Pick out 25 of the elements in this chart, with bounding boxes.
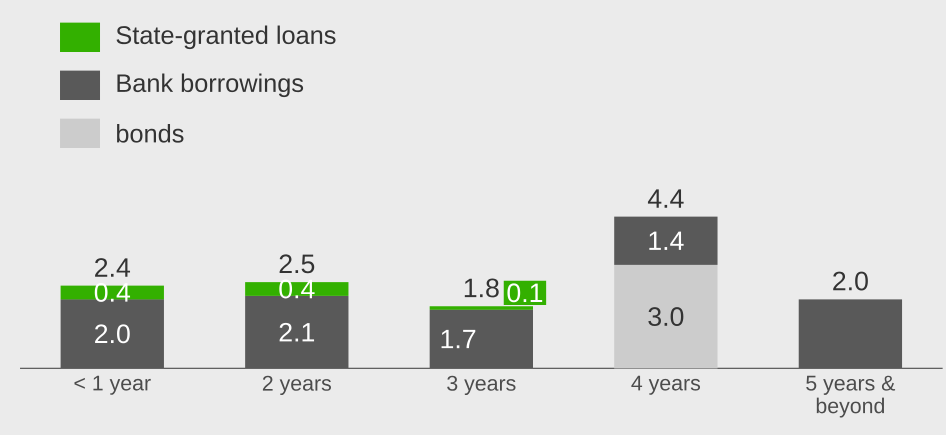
data-label: 3.0 bbox=[648, 307, 684, 326]
data-label: 1.4 bbox=[649, 232, 684, 250]
total-label: 2.5 bbox=[280, 254, 314, 274]
data-label: 2.0 bbox=[95, 324, 130, 344]
x-tick-label: 3 years bbox=[447, 376, 516, 396]
bar bbox=[430, 310, 534, 368]
bar bbox=[614, 216, 718, 265]
total-label: 2.0 bbox=[833, 272, 868, 290]
x-tick-label: 5 years & beyond bbox=[806, 376, 896, 418]
legend-label: bonds bbox=[117, 124, 184, 143]
data-label: 2.1 bbox=[280, 322, 314, 342]
legend-label: State-granted loans bbox=[116, 26, 336, 50]
x-tick-label: 4 years bbox=[631, 376, 700, 395]
bar bbox=[614, 264, 718, 368]
total-label: 2.4 bbox=[95, 258, 130, 277]
data-label: 0.4 bbox=[94, 283, 130, 302]
x-tick-label: < 1 year bbox=[74, 376, 151, 395]
x-tick-label: 2 years bbox=[262, 376, 331, 396]
data-label: 1.7 bbox=[442, 330, 476, 348]
data-label: 0.1 bbox=[507, 283, 542, 302]
total-label: 1.8 bbox=[464, 278, 499, 298]
total-label: 4.4 bbox=[648, 189, 684, 208]
bar bbox=[798, 299, 902, 368]
data-label: 0.4 bbox=[279, 280, 315, 298]
legend-label: Bank borrowings bbox=[117, 74, 304, 98]
